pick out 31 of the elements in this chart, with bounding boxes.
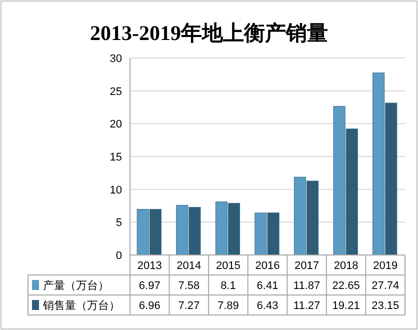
- chart-title: 2013-2019年地上衡产销量: [90, 21, 328, 45]
- data-label: 22.65: [332, 280, 360, 292]
- data-label: 27.74: [372, 280, 400, 292]
- y-tick-label: 30: [110, 53, 122, 65]
- y-tick-label: 20: [110, 118, 122, 131]
- x-tick-label: 2013: [137, 260, 162, 272]
- data-label: 6.97: [138, 280, 160, 292]
- legend-label: 销售量（万台）: [42, 299, 120, 312]
- data-label: 6.41: [256, 280, 278, 292]
- data-label: 7.27: [178, 300, 200, 312]
- data-label: 11.87: [293, 280, 320, 292]
- data-label: 6.43: [256, 300, 278, 312]
- x-tick-label: 2017: [294, 260, 320, 272]
- y-tick-label: 5: [116, 217, 122, 230]
- y-tick-label: 15: [110, 152, 122, 164]
- data-label: 7.89: [218, 300, 239, 312]
- x-tick-label: 2014: [176, 260, 202, 272]
- data-label: 11.27: [293, 300, 320, 312]
- data-label: 7.58: [178, 280, 200, 292]
- y-tick-label: 10: [110, 184, 122, 196]
- data-label: 19.21: [332, 300, 360, 312]
- x-tick-label: 2016: [255, 260, 280, 272]
- y-tick-label: 25: [110, 86, 122, 98]
- data-label: 8.1: [220, 280, 236, 292]
- x-tick-label: 2015: [216, 260, 240, 272]
- legend-label: 产量（万台）: [43, 279, 109, 292]
- data-label: 6.96: [138, 300, 160, 312]
- y-tick-label: 0: [116, 250, 122, 262]
- x-tick-label: 2018: [334, 260, 358, 272]
- x-tick-label: 2019: [373, 260, 398, 272]
- data-label: 23.15: [372, 300, 400, 312]
